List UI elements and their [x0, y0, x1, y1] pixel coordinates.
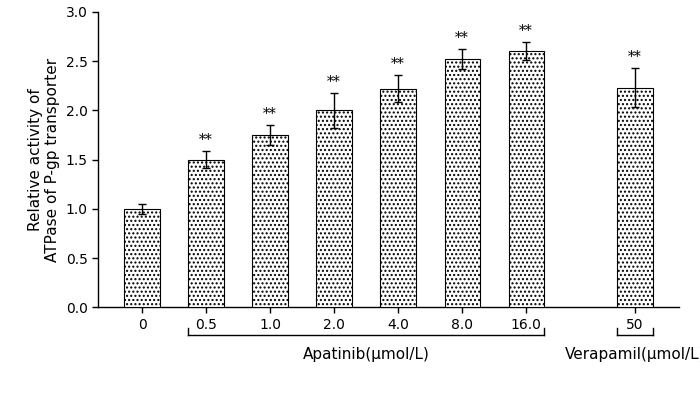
Text: **: **: [327, 74, 341, 89]
Bar: [508, 51, 544, 307]
Text: Verapamil(μmol/L): Verapamil(μmol/L): [565, 347, 700, 362]
Bar: [188, 160, 223, 307]
Text: **: **: [519, 24, 533, 39]
Text: **: **: [263, 107, 277, 121]
Bar: [617, 88, 652, 307]
Bar: [444, 59, 480, 307]
Text: **: **: [455, 31, 469, 45]
Text: Apatinib(μmol/L): Apatinib(μmol/L): [302, 347, 430, 362]
Bar: [125, 209, 160, 307]
Y-axis label: Relative activity of
ATPase of P-gp transporter: Relative activity of ATPase of P-gp tran…: [27, 58, 60, 262]
Text: **: **: [199, 133, 213, 147]
Text: **: **: [628, 50, 642, 64]
Text: **: **: [391, 57, 405, 71]
Bar: [381, 89, 416, 307]
Bar: [316, 110, 351, 307]
Bar: [253, 135, 288, 307]
